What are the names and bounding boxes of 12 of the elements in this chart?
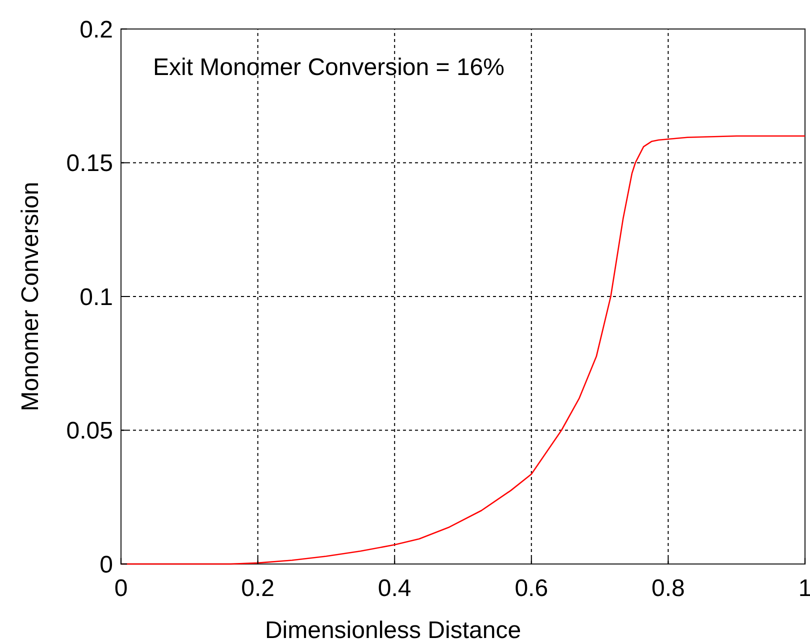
y-tick-label: 0.15 bbox=[66, 150, 113, 178]
y-axis-title: Monomer Conversion bbox=[17, 182, 44, 412]
y-tick-label: 0.2 bbox=[80, 16, 113, 44]
y-tick-label: 0.1 bbox=[80, 284, 113, 311]
x-tick-label: 0.4 bbox=[378, 575, 412, 602]
x-tick-label: 0.8 bbox=[652, 575, 685, 602]
x-tick-label: 0.6 bbox=[514, 575, 548, 602]
y-tick-label: 0 bbox=[100, 551, 113, 578]
x-axis-title: Dimensionless Distance bbox=[264, 617, 522, 644]
annotation: Exit Monomer Conversion = 16% bbox=[153, 54, 504, 81]
x-tick-label: 0.2 bbox=[241, 575, 274, 602]
y-tick-label: 0.05 bbox=[66, 418, 113, 445]
